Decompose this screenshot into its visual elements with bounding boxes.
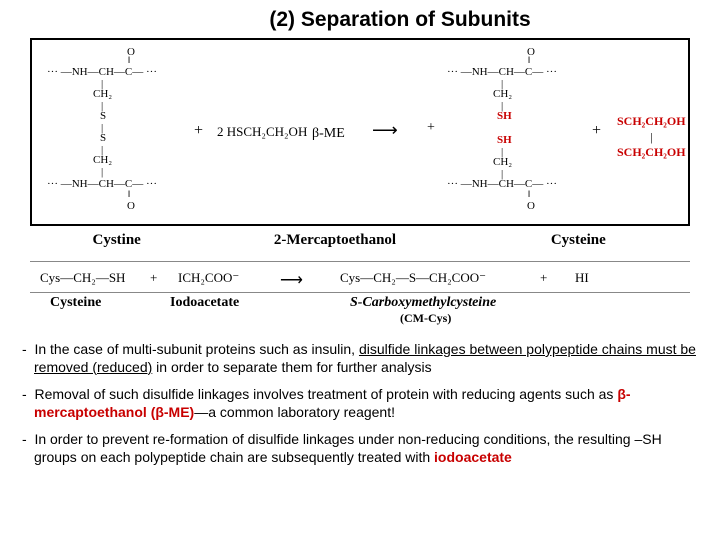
r2-hi: HI <box>575 270 589 286</box>
bullet-3: - In order to prevent re-formation of di… <box>12 431 708 466</box>
label-mercaptoethanol: 2-Mercaptoethanol <box>225 232 445 249</box>
label-cysteine: Cysteine <box>488 232 668 249</box>
plus-1: + <box>194 122 203 140</box>
reaction1-labels: Cystine 2-Mercaptoethanol Cysteine <box>30 230 690 251</box>
reaction-arrow-2: ⟶ <box>280 270 303 290</box>
r2-cmcys: Cys—CH₂—S—CH₂COO⁻ <box>340 270 486 286</box>
slide-title: (2) Separation of Subunits <box>0 0 720 38</box>
thiol-top: SH <box>497 110 512 122</box>
reaction-scheme-2: Cys—CH₂—SH + ICH₂COO⁻ ⟶ Cys—CH₂—S—CH₂COO… <box>30 261 690 293</box>
bullet-list: - In the case of multi-subunit proteins … <box>0 335 720 466</box>
bullet-1: - In the case of multi-subunit proteins … <box>12 341 708 376</box>
plus-2: + <box>592 122 601 140</box>
r2-iodoacetate: ICH₂COO⁻ <box>178 270 239 286</box>
reaction-scheme-1: O ‖ ··· —NH—CH—C— ··· | CH₂ | S | S | CH… <box>30 38 690 226</box>
reaction-arrow: ⟶ <box>372 120 398 141</box>
thiol-bot: SH <box>497 134 512 146</box>
label2-cysteine: Cysteine <box>30 295 170 327</box>
label2-iodoacetate: Iodoacetate <box>170 295 320 327</box>
bme-abbrev: β-ME <box>312 126 345 142</box>
byproduct: SCH₂CH₂OH | SCH₂CH₂OH <box>617 114 686 161</box>
reagent-bme: 2 HSCH₂CH₂OH <box>217 124 307 140</box>
reaction2-labels: Cysteine Iodoacetate S-Carboxymethylcyst… <box>30 295 690 327</box>
r2-cysteine: Cys—CH₂—SH <box>40 270 125 286</box>
label2-cmcys: S-Carboxymethylcysteine (CM-Cys) <box>320 295 690 327</box>
peptide-chain: ··· —NH—CH—C— ··· <box>47 66 157 78</box>
bullet-2: - Removal of such disulfide linkages inv… <box>12 386 708 421</box>
label-cystine: Cystine <box>52 232 182 249</box>
